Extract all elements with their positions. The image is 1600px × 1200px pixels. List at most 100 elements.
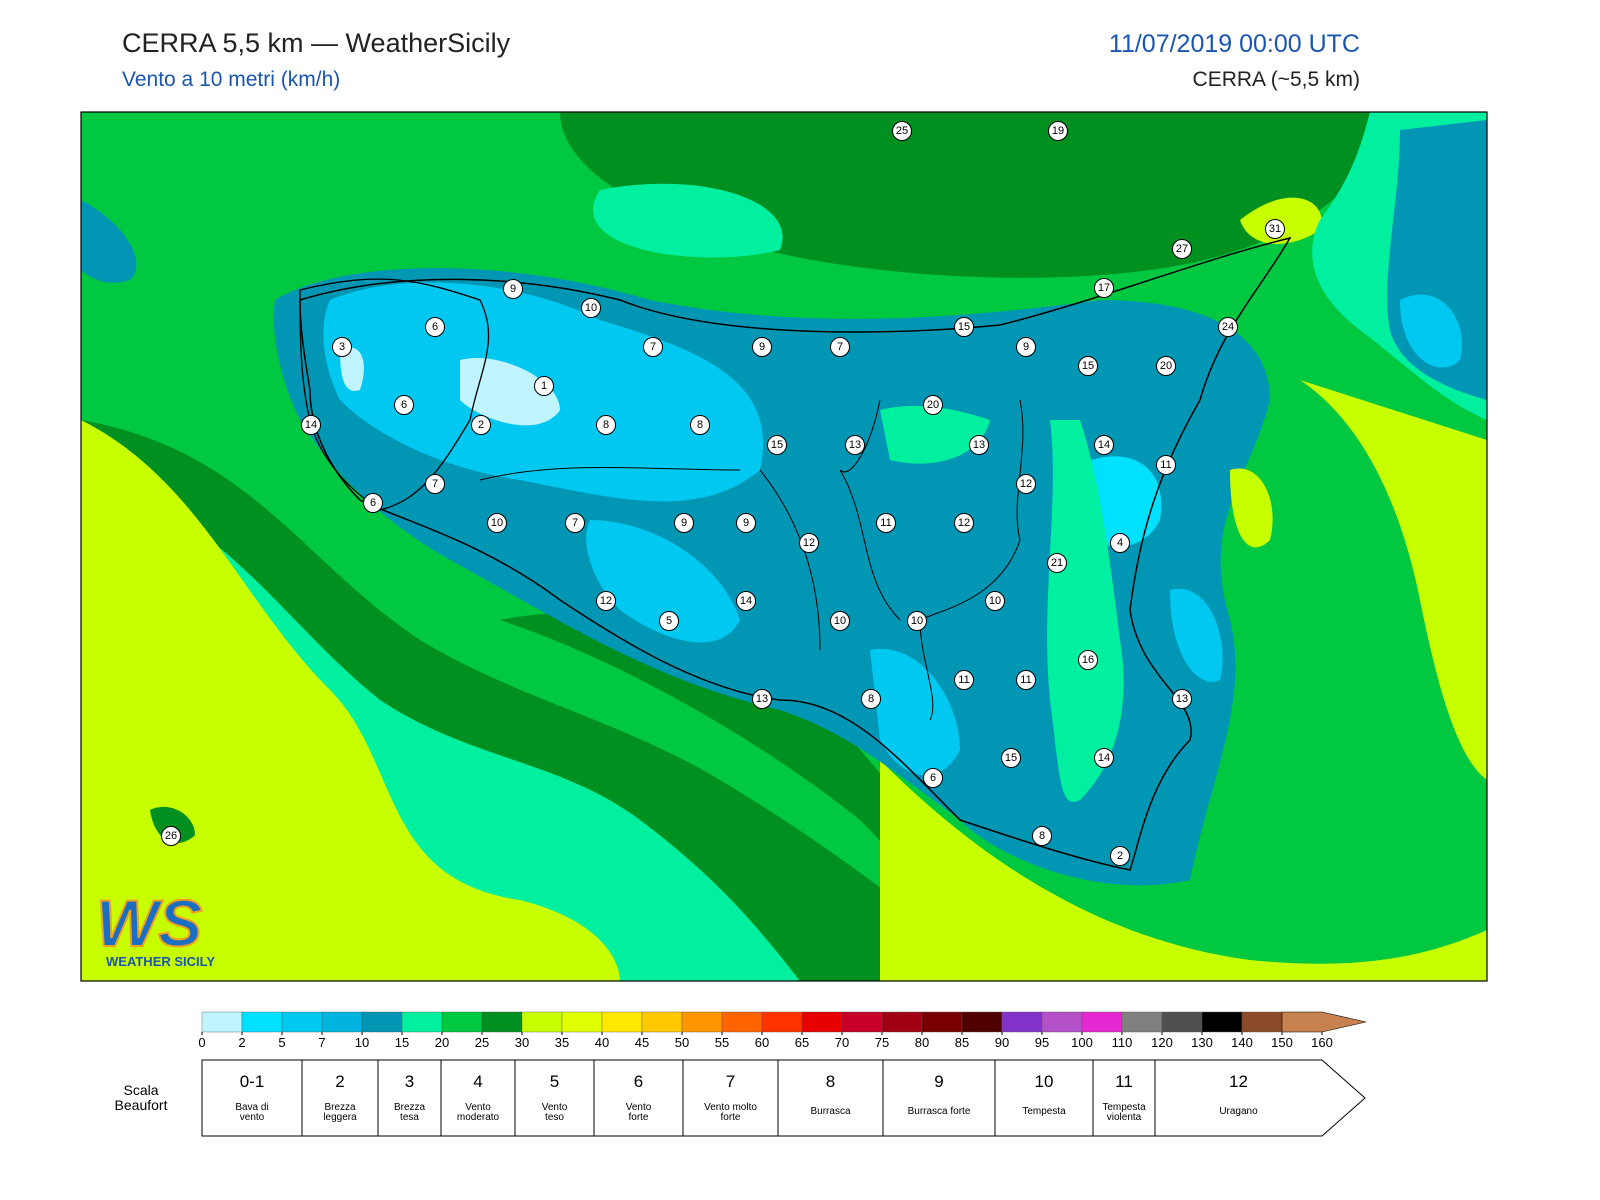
- station-marker: [332, 337, 352, 357]
- station-marker: [969, 435, 989, 455]
- colorbar-tick-label: 85: [955, 1035, 969, 1050]
- station-marker: [954, 670, 974, 690]
- beaufort-frame: [201, 1059, 1366, 1137]
- station-marker: [394, 395, 414, 415]
- logo: WS WEATHER SICILY: [95, 885, 215, 969]
- colorbar-tick-label: 95: [1035, 1035, 1049, 1050]
- colorbar-segment: [881, 1011, 923, 1033]
- beaufort-name: Brezza leggera: [323, 1102, 357, 1123]
- station-value: 9: [743, 517, 749, 529]
- colorbar-segment: [1121, 1011, 1163, 1033]
- station-value: 8: [697, 419, 703, 431]
- colorbar-segment: [801, 1011, 843, 1033]
- contour: [880, 760, 1487, 981]
- station-value: 10: [834, 615, 846, 627]
- station-marker: [907, 611, 927, 631]
- station-value: 12: [958, 517, 970, 529]
- colorbar-segment: [521, 1011, 563, 1033]
- colorbar-tick-label: 40: [595, 1035, 609, 1050]
- station-marker: [1265, 219, 1285, 239]
- colorbar-tick-label: 100: [1071, 1035, 1093, 1050]
- station-marker: [1218, 317, 1238, 337]
- station-marker: [690, 415, 710, 435]
- station-value: 20: [927, 399, 939, 411]
- station-value: 10: [989, 595, 1001, 607]
- colorbar-tick-label: 160: [1311, 1035, 1333, 1050]
- beaufort-level: 9: [934, 1072, 943, 1091]
- beaufort-level: 6: [634, 1072, 643, 1091]
- colorbar-segment: [281, 1011, 323, 1033]
- contour: [460, 358, 560, 426]
- beaufort-level: 12: [1229, 1072, 1248, 1091]
- beaufort-name: Uragano: [1219, 1106, 1258, 1117]
- map-frame: [80, 111, 1488, 982]
- contour: [1047, 420, 1124, 802]
- contour: [81, 420, 620, 981]
- station-marker: [752, 689, 772, 709]
- station-value: 14: [1098, 752, 1110, 764]
- logo-text: WEATHER SICILY: [106, 954, 215, 969]
- station-value: 8: [868, 693, 874, 705]
- station-marker: [1110, 846, 1130, 866]
- colorbar-tick-label: 120: [1151, 1035, 1173, 1050]
- contour: [586, 520, 740, 643]
- contour: [1400, 294, 1462, 368]
- station-marker: [1016, 337, 1036, 357]
- station-marker: [954, 513, 974, 533]
- map: [81, 112, 1487, 981]
- station-marker: [596, 591, 616, 611]
- colorbar-tick-label: 55: [715, 1035, 729, 1050]
- station-marker: [1172, 239, 1192, 259]
- station-value: 10: [585, 302, 597, 314]
- beaufort-name: Vento moderato: [457, 1102, 500, 1123]
- station-marker: [301, 415, 321, 435]
- station-marker: [892, 121, 912, 141]
- colorbar-tick-label: 75: [875, 1035, 889, 1050]
- station-marker: [425, 317, 445, 337]
- colorbar-segment: [441, 1011, 483, 1033]
- station-marker: [923, 395, 943, 415]
- station-marker: [596, 415, 616, 435]
- station-marker: [1156, 455, 1176, 475]
- station-value: 7: [432, 478, 438, 490]
- beaufort-level: 3: [405, 1072, 414, 1091]
- station-value: 14: [305, 419, 317, 431]
- station-value: 19: [1052, 125, 1064, 137]
- colorbar-segment: [1081, 1011, 1123, 1033]
- station-value: 11: [880, 517, 891, 529]
- title: CERRA 5,5 km — WeatherSicily: [122, 28, 511, 58]
- station-value: 15: [958, 321, 970, 333]
- station-marker: [1001, 748, 1021, 768]
- station-marker: [1016, 474, 1036, 494]
- station-marker: [1094, 748, 1114, 768]
- station-value: 17: [1098, 282, 1110, 294]
- beaufort-scale: Scala Beaufort 0-1 Bava di vento 2 Brezza legg…: [115, 1059, 1366, 1137]
- colorbar-segment: [721, 1011, 763, 1033]
- colorbar-segment: [601, 1011, 643, 1033]
- colorbar-segment: [241, 1011, 283, 1033]
- beaufort-name: Tempesta: [1022, 1106, 1066, 1117]
- beaufort-level: 8: [826, 1072, 835, 1091]
- contour: [1300, 380, 1487, 780]
- station-marker: [503, 279, 523, 299]
- station-marker: [830, 611, 850, 631]
- colorbar-tick-label: 50: [675, 1035, 689, 1050]
- station-marker: [425, 474, 445, 494]
- station-marker: [1094, 435, 1114, 455]
- colorbar-tick-label: 90: [995, 1035, 1009, 1050]
- station-marker: [1032, 826, 1052, 846]
- station-value: 6: [432, 321, 438, 333]
- colorbar-tick-label: 65: [795, 1035, 809, 1050]
- station-marker: [659, 611, 679, 631]
- beaufort-name: Burrasca forte: [908, 1106, 971, 1117]
- station-marker: [674, 513, 694, 533]
- station-value: 2: [1117, 850, 1123, 862]
- station-marker: [876, 513, 896, 533]
- station-marker: [799, 533, 819, 553]
- station-value: 13: [756, 693, 768, 705]
- station-marker: [954, 317, 974, 337]
- colorbar-segment: [321, 1011, 363, 1033]
- station-marker: [830, 337, 850, 357]
